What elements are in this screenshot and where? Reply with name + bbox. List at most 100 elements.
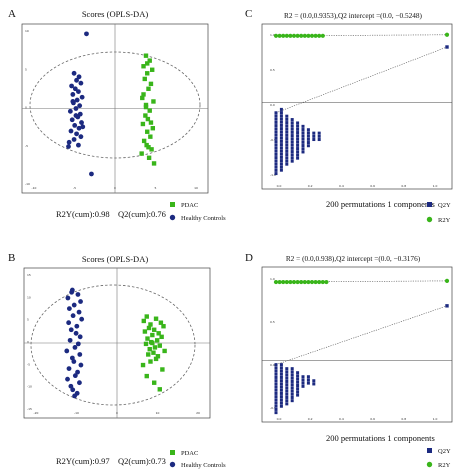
panel-title: Scores (OPLS-DA): [82, 9, 149, 19]
data-point-pdac: [154, 338, 160, 343]
data-point-healthy-control: [71, 137, 77, 142]
data-point-q2y: [285, 146, 289, 150]
data-point-pdac: [157, 343, 162, 348]
data-point-q2y: [274, 130, 278, 134]
data-point-r2y: [302, 279, 307, 285]
data-point-q2y: [274, 133, 278, 137]
data-point-q2y: [279, 133, 283, 137]
data-point-healthy-control: [64, 348, 70, 354]
data-point-q2y: [296, 147, 300, 151]
x-tick-label: 0.0: [277, 184, 282, 188]
data-point-q2y: [296, 387, 300, 391]
data-point-q2y: [279, 385, 283, 389]
data-point-q2y: [301, 375, 305, 379]
data-point-q2y: [274, 404, 278, 408]
data-point-r2y: [320, 33, 325, 38]
data-point-q2y: [285, 399, 289, 403]
legend-marker-pdac: [170, 450, 175, 455]
data-point-healthy-control: [80, 124, 86, 130]
data-point-q2y: [290, 150, 294, 154]
data-point-healthy-control: [78, 134, 84, 140]
data-point-q2y: [274, 143, 278, 147]
data-point-q2y: [296, 156, 300, 160]
data-point-pdac: [147, 58, 152, 63]
data-point-q2y: [290, 146, 294, 150]
data-point-q2y: [306, 134, 310, 138]
data-point-healthy-control: [67, 337, 73, 343]
data-point-q2y: [279, 111, 283, 115]
legend-marker-r2y: [426, 461, 433, 468]
data-point-q2y: [285, 133, 289, 137]
data-point-q2y: [274, 159, 278, 163]
data-point-q2y: [445, 45, 449, 49]
data-point-q2y: [290, 395, 294, 399]
y-tick-label: 1.0: [270, 277, 275, 281]
data-point-pdac: [145, 61, 150, 66]
data-point-r2y: [313, 33, 318, 38]
data-point-pdac: [148, 134, 153, 139]
data-point-q2y: [290, 370, 294, 374]
data-point-q2y: [279, 401, 283, 405]
data-point-q2y: [290, 118, 294, 122]
data-point-q2y: [279, 375, 283, 379]
data-point-q2y: [290, 121, 294, 125]
y-tick-label: 1.0: [270, 33, 275, 37]
data-point-healthy-control: [69, 289, 75, 295]
data-point-pdac: [146, 325, 152, 331]
y-tick-label: 0.0: [270, 363, 275, 367]
data-point-healthy-control: [70, 92, 76, 97]
data-point-pdac: [150, 67, 155, 72]
data-point-q2y: [279, 127, 283, 131]
data-point-q2y: [301, 140, 305, 144]
data-point-pdac: [143, 341, 149, 347]
data-point-q2y: [296, 393, 300, 397]
data-point-healthy-control: [66, 320, 72, 326]
data-point-pdac: [155, 354, 161, 359]
data-point-q2y: [301, 378, 305, 382]
q2-stat: Q2(cum):0.76: [118, 209, 166, 219]
data-point-pdac: [142, 76, 147, 82]
data-point-r2y: [277, 33, 282, 38]
legend-label-r2y: R2Y: [438, 217, 451, 224]
y-tick-label: -0.5: [270, 406, 276, 410]
data-point-pdac: [145, 129, 150, 134]
data-point-healthy-control: [74, 77, 79, 83]
q2-stat: Q2(cum):0.73: [118, 456, 166, 466]
data-point-r2y: [309, 33, 315, 38]
legend-marker-pdac: [170, 202, 175, 207]
data-point-q2y: [301, 131, 305, 135]
data-point-healthy-control: [78, 362, 84, 368]
data-point-q2y: [279, 139, 283, 143]
data-point-healthy-control: [76, 142, 81, 148]
data-point-pdac: [146, 155, 152, 160]
data-point-r2y: [291, 279, 297, 285]
panel-title: R2 = (0.0,0.938),Q2 intercept =(0.0, −0.…: [286, 254, 421, 263]
data-point-q2y: [279, 369, 283, 373]
data-point-q2y: [285, 114, 289, 118]
data-point-q2y: [290, 127, 294, 131]
data-point-q2y: [296, 377, 300, 381]
panel-letter: A: [8, 8, 16, 20]
data-point-q2y: [296, 121, 300, 125]
data-point-healthy-control: [77, 352, 83, 357]
data-point-q2y: [285, 370, 289, 374]
data-point-q2y: [274, 146, 278, 150]
data-point-healthy-control: [74, 131, 79, 137]
data-point-healthy-control: [76, 309, 82, 315]
data-point-healthy-control: [65, 376, 70, 382]
legend-marker-q2y: [427, 202, 432, 207]
data-point-q2y: [274, 165, 278, 169]
data-point-q2y: [279, 114, 283, 118]
data-point-q2y: [296, 371, 300, 375]
data-point-q2y: [274, 379, 278, 383]
data-point-pdac: [151, 161, 157, 166]
data-point-q2y: [296, 127, 300, 131]
data-point-q2y: [274, 385, 278, 389]
data-point-pdac: [156, 331, 161, 336]
data-point-q2y: [274, 120, 278, 124]
data-point-q2y: [290, 143, 294, 147]
data-point-q2y: [274, 152, 278, 156]
data-point-healthy-control: [77, 334, 83, 340]
data-point-healthy-control: [76, 125, 82, 131]
